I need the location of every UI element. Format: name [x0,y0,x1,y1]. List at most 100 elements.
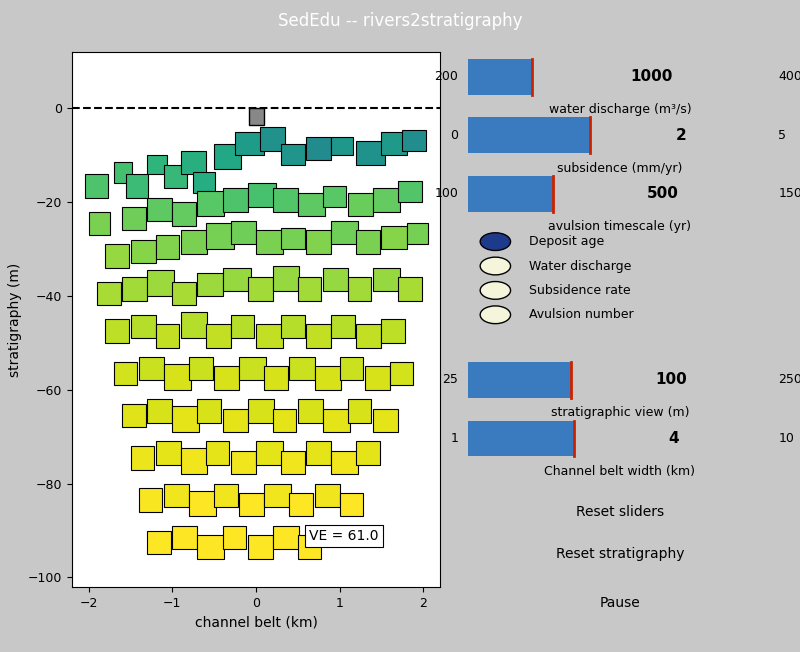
Bar [198,399,221,422]
Bar [172,202,196,226]
Bar [298,277,322,301]
Bar [206,324,231,348]
Bar [306,324,331,348]
Text: 2: 2 [675,128,686,143]
Bar [239,357,266,381]
Bar [356,141,385,165]
Bar [222,268,251,291]
Bar [139,488,162,512]
Bar [139,357,164,381]
Bar [97,282,121,305]
Bar [382,226,406,249]
Bar [189,357,213,381]
Bar [331,451,358,474]
Bar [231,451,256,474]
Bar [222,188,248,212]
Bar [198,273,222,296]
Bar [281,315,305,338]
Bar [231,221,256,244]
Bar [164,364,190,390]
Bar [382,132,406,155]
Bar [323,268,348,291]
Bar [147,531,170,554]
Text: Pause: Pause [600,596,640,610]
Bar [172,406,199,432]
Bar [122,404,146,427]
Bar [130,446,154,469]
Bar [248,535,273,559]
Text: stratigraphic view (m): stratigraphic view (m) [550,406,690,419]
Bar [256,441,282,465]
Bar [340,493,363,516]
Bar [314,484,340,507]
Bar [356,441,380,465]
Bar [281,228,305,249]
Bar [181,312,207,338]
Y-axis label: stratigraphy (m): stratigraphy (m) [8,262,22,377]
Bar [373,409,398,432]
Bar [248,399,274,422]
Bar [348,399,371,422]
Text: 4: 4 [668,431,678,446]
Bar [298,193,325,216]
Bar [164,484,189,507]
Ellipse shape [480,306,510,323]
Text: 200: 200 [434,70,458,83]
Bar [214,484,238,507]
Ellipse shape [480,257,510,275]
Bar [264,366,288,390]
Text: 500: 500 [646,186,678,201]
Bar [306,441,331,465]
Text: 10: 10 [778,432,794,445]
Bar [365,366,390,390]
Bar [298,399,323,422]
Ellipse shape [480,233,510,250]
Text: SedEdu -- rivers2stratigraphy: SedEdu -- rivers2stratigraphy [278,12,522,30]
Bar [264,484,291,507]
Bar [256,324,282,348]
Text: 4000: 4000 [778,70,800,83]
Bar [156,441,181,465]
Bar [89,212,110,235]
Bar [260,127,286,151]
Text: 25: 25 [442,374,458,386]
Text: 100: 100 [434,188,458,200]
Bar [273,526,299,549]
Bar [281,143,305,165]
Text: 100: 100 [656,372,687,387]
Bar [206,224,234,249]
Bar [114,362,138,385]
Bar [331,221,358,244]
Text: Reset sliders: Reset sliders [576,505,664,519]
Bar [206,441,230,465]
Text: Channel belt width (km): Channel belt width (km) [545,465,695,478]
Bar [306,136,331,160]
Bar [406,224,428,244]
Bar [106,244,129,268]
Bar [468,176,553,212]
Bar [331,136,353,155]
Bar [181,449,207,474]
Text: Subsidence rate: Subsidence rate [529,284,630,297]
Bar [181,230,207,254]
Bar [323,186,346,207]
Text: 5: 5 [778,129,786,141]
Bar [181,151,206,174]
Bar [382,319,405,343]
Bar [156,324,179,348]
Bar [214,366,239,390]
Bar [172,282,196,305]
Bar [189,491,216,516]
Bar [106,319,129,343]
Bar [198,535,224,559]
Bar [373,188,400,212]
Bar [172,526,198,549]
Bar [122,277,147,301]
Text: VE = 61.0: VE = 61.0 [309,529,378,543]
Text: 250: 250 [778,374,800,386]
Bar [348,193,373,216]
Bar [314,366,342,390]
Ellipse shape [480,282,510,299]
Bar [323,409,350,432]
Bar [114,162,132,183]
